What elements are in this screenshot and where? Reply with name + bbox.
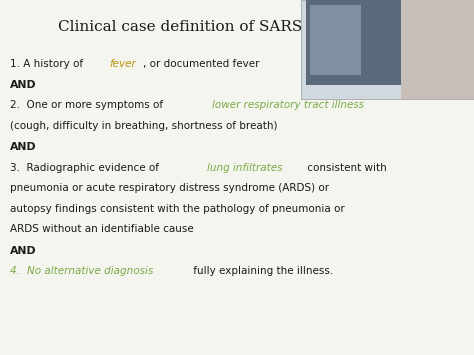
Text: pneumonia or acute respiratory distress syndrome (ARDS) or: pneumonia or acute respiratory distress … [10,183,329,193]
Text: fully explaining the illness.: fully explaining the illness. [190,266,334,276]
FancyBboxPatch shape [301,0,474,99]
Text: AND: AND [10,80,37,90]
Text: 2.  One or more symptoms of: 2. One or more symptoms of [10,100,167,110]
Text: No alternative diagnosis: No alternative diagnosis [27,266,154,276]
Text: lower respiratory tract illness: lower respiratory tract illness [212,100,365,110]
Text: autopsy findings consistent with the pathology of pneumonia or: autopsy findings consistent with the pat… [10,204,345,214]
Text: (cough, difficulty in breathing, shortness of breath): (cough, difficulty in breathing, shortne… [10,121,278,131]
Text: ARDS without an identifiable cause: ARDS without an identifiable cause [10,224,194,234]
Text: 1. A history of: 1. A history of [10,59,87,69]
FancyBboxPatch shape [306,0,401,85]
FancyBboxPatch shape [329,5,361,75]
FancyBboxPatch shape [310,5,342,75]
Text: 4.: 4. [10,266,24,276]
FancyBboxPatch shape [401,0,474,99]
Text: consistent with: consistent with [304,163,387,173]
Text: fever: fever [109,59,136,69]
Text: , or documented fever: , or documented fever [144,59,260,69]
Text: lung infiltrates: lung infiltrates [207,163,283,173]
Text: AND: AND [10,142,37,152]
Text: 3.  Radiographic evidence of: 3. Radiographic evidence of [10,163,163,173]
Text: Clinical case definition of SARS: Clinical case definition of SARS [58,20,302,33]
Text: AND: AND [10,246,37,256]
